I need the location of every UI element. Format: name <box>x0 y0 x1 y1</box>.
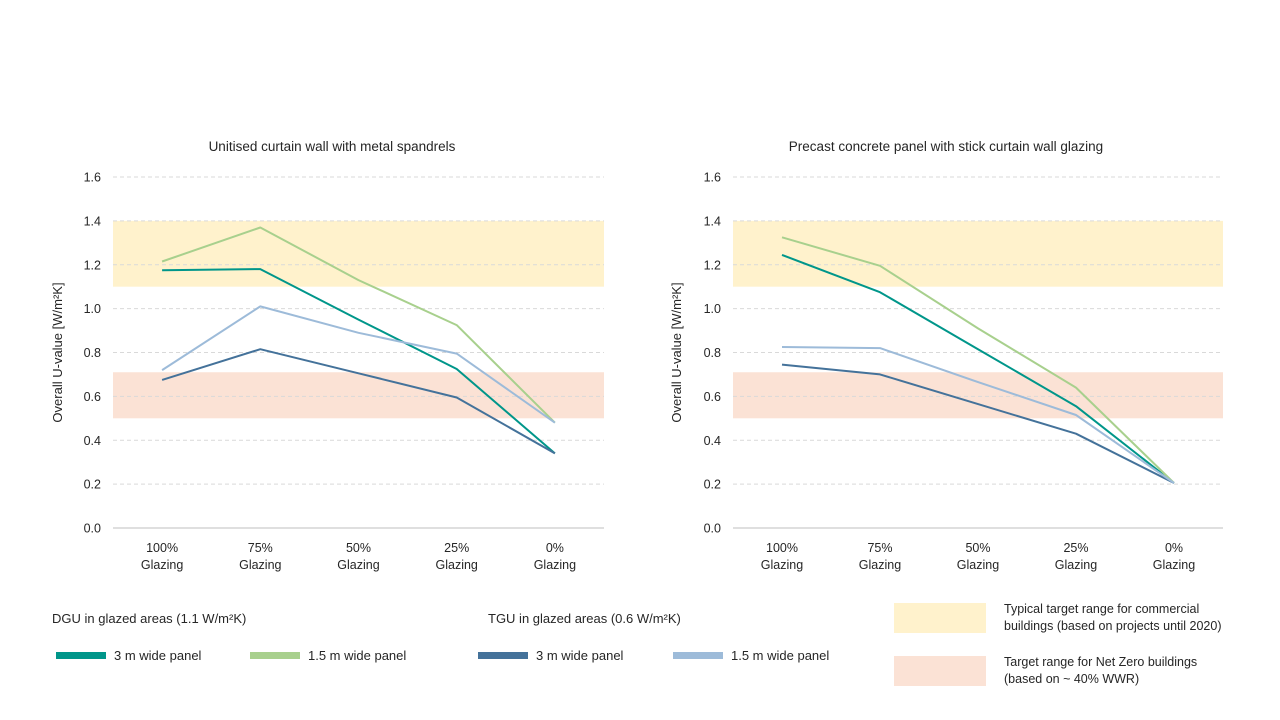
y-tick-label: 1.2 <box>704 258 721 272</box>
x-tick-label: 0% Glazing <box>1153 541 1195 572</box>
x-tick-label: 100% Glazing <box>761 541 803 572</box>
x-tick-label-line: Glazing <box>957 558 999 572</box>
y-axis-label: Overall U-value [W/m²K] <box>669 282 684 422</box>
target-band-commercial <box>733 221 1223 287</box>
y-axis-label: Overall U-value [W/m²K] <box>50 282 65 422</box>
legend-item-tgu-3m: 3 m wide panel <box>478 648 623 663</box>
x-tick-label-line: 25% <box>1063 541 1088 555</box>
legend-label-tgu-1-5m: 1.5 m wide panel <box>731 648 829 663</box>
y-tick-label: 0.8 <box>84 346 101 360</box>
chart-title: Precast concrete panel with stick curtai… <box>789 139 1103 154</box>
legend-netzero-line2: (based on ~ 40% WWR) <box>1004 671 1254 688</box>
x-tick-label: 50% Glazing <box>957 541 999 572</box>
legend-label-dgu-1-5m: 1.5 m wide panel <box>308 648 406 663</box>
y-tick-label: 1.0 <box>704 302 721 316</box>
legend-dgu-title: DGU in glazed areas (1.1 W/m²K) <box>52 611 246 626</box>
legend-tgu-title: TGU in glazed areas (0.6 W/m²K) <box>488 611 681 626</box>
y-tick-label: 1.6 <box>704 171 721 185</box>
x-tick-label: 25% Glazing <box>436 541 478 572</box>
legend-commercial-line2: buildings (based on projects until 2020) <box>1004 618 1254 635</box>
x-tick-label-line: Glazing <box>1055 558 1097 572</box>
target-band-netzero <box>113 372 604 418</box>
x-tick-label-line: 75% <box>248 541 273 555</box>
target-band-netzero <box>733 372 1223 418</box>
x-tick-label-line: 0% <box>1165 541 1183 555</box>
legend-swatch-commercial <box>894 603 986 633</box>
legend-text-netzero: Target range for Net Zero buildings (bas… <box>1004 654 1254 688</box>
legend-commercial-line1: Typical target range for commercial <box>1004 601 1254 618</box>
chart-title: Unitised curtain wall with metal spandre… <box>209 139 456 154</box>
legend-netzero-line1: Target range for Net Zero buildings <box>1004 654 1254 671</box>
x-tick-label-line: Glazing <box>761 558 803 572</box>
legend-label-tgu-3m: 3 m wide panel <box>536 648 623 663</box>
y-tick-label: 0.6 <box>704 390 721 404</box>
y-tick-label: 0.0 <box>704 522 721 536</box>
x-tick-label-line: Glazing <box>859 558 901 572</box>
y-tick-label: 1.2 <box>84 258 101 272</box>
y-tick-label: 1.6 <box>84 171 101 185</box>
x-tick-label-line: 0% <box>546 541 564 555</box>
x-tick-label: 25% Glazing <box>1055 541 1097 572</box>
legend-band-commercial: Typical target range for commercial buil… <box>894 601 1254 635</box>
x-tick-label-line: Glazing <box>1153 558 1195 572</box>
y-tick-label: 0.4 <box>704 434 721 448</box>
legend-item-tgu-1-5m: 1.5 m wide panel <box>673 648 829 663</box>
legend-swatch-tgu-1-5m <box>673 652 723 659</box>
y-tick-label: 1.4 <box>84 214 101 228</box>
legend-item-dgu-3m: 3 m wide panel <box>56 648 201 663</box>
x-tick-label-line: 75% <box>867 541 892 555</box>
x-tick-label-line: 50% <box>346 541 371 555</box>
x-tick-label-line: Glazing <box>534 558 576 572</box>
legend-swatch-dgu-1-5m <box>250 652 300 659</box>
x-tick-label: 75% Glazing <box>859 541 901 572</box>
legend-swatch-netzero <box>894 656 986 686</box>
legend-label-dgu-3m: 3 m wide panel <box>114 648 201 663</box>
legend-band-netzero: Target range for Net Zero buildings (bas… <box>894 654 1254 688</box>
x-tick-label-line: 50% <box>965 541 990 555</box>
x-tick-label: 100% Glazing <box>141 541 183 572</box>
x-tick-label-line: Glazing <box>141 558 183 572</box>
legend-swatch-tgu-3m <box>478 652 528 659</box>
y-tick-label: 1.4 <box>704 214 721 228</box>
y-tick-label: 0.4 <box>84 434 101 448</box>
y-tick-label: 1.0 <box>84 302 101 316</box>
y-tick-label: 0.0 <box>84 522 101 536</box>
x-tick-label-line: Glazing <box>436 558 478 572</box>
x-tick-label-line: 100% <box>146 541 178 555</box>
x-tick-label-line: Glazing <box>239 558 281 572</box>
y-tick-label: 0.6 <box>84 390 101 404</box>
legend-swatch-dgu-3m <box>56 652 106 659</box>
x-tick-label: 50% Glazing <box>337 541 379 572</box>
x-tick-label-line: Glazing <box>337 558 379 572</box>
y-tick-label: 0.2 <box>84 478 101 492</box>
x-tick-label: 75% Glazing <box>239 541 281 572</box>
y-tick-label: 0.8 <box>704 346 721 360</box>
y-tick-label: 0.2 <box>704 478 721 492</box>
x-tick-label: 0% Glazing <box>534 541 576 572</box>
legend-item-dgu-1-5m: 1.5 m wide panel <box>250 648 406 663</box>
series-line-dgu-3m <box>782 255 1174 483</box>
x-tick-label-line: 25% <box>444 541 469 555</box>
legend-text-commercial: Typical target range for commercial buil… <box>1004 601 1254 635</box>
x-tick-label-line: 100% <box>766 541 798 555</box>
